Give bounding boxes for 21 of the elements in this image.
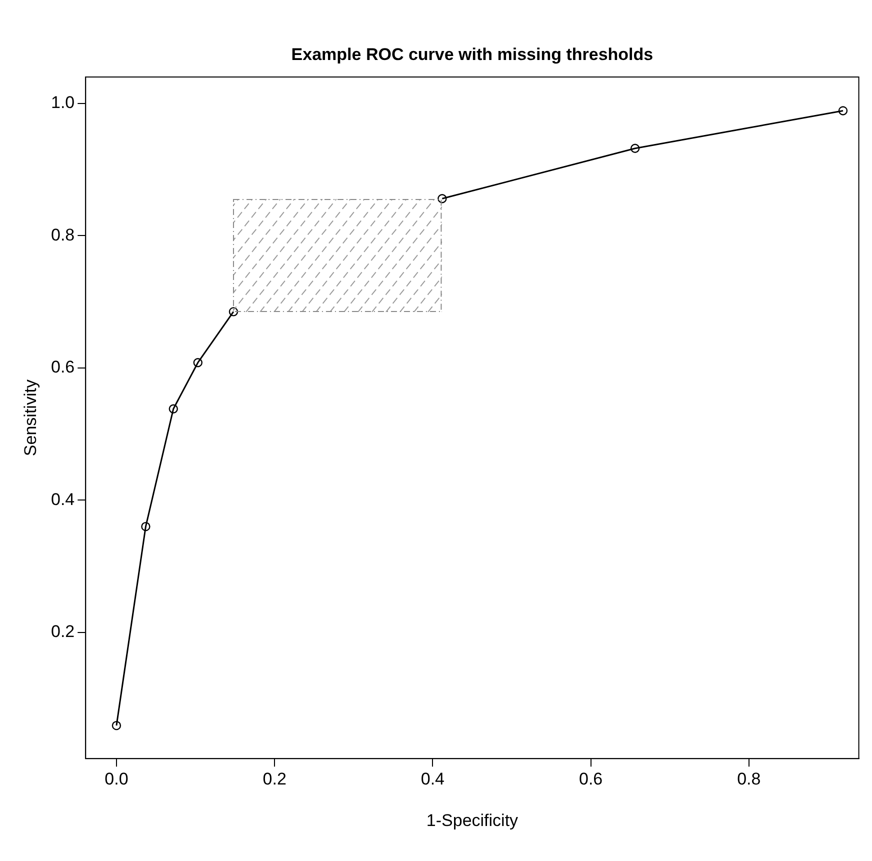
x-tick-label: 0.8 [737, 769, 761, 788]
point [112, 720, 122, 730]
point [168, 404, 178, 414]
x-tick-label: 0.2 [262, 769, 286, 788]
y-tick-label: 0.6 [50, 358, 75, 377]
y-axis-title: Sensitivity [21, 379, 40, 456]
point [228, 307, 238, 316]
x-tick-label: 0.4 [420, 769, 445, 788]
x-tick-label: 0.0 [104, 769, 128, 788]
y-tick-label: 1.0 [50, 93, 75, 112]
y-tick-label: 0.4 [50, 490, 75, 509]
y-tick-label: 0.2 [50, 622, 75, 642]
point [630, 144, 640, 153]
x-axis-title: 1-Specificity [426, 811, 519, 830]
x-tick-label: 0.6 [578, 769, 603, 788]
point [838, 106, 848, 116]
point [438, 194, 447, 204]
point [193, 358, 202, 368]
y-tick-label: 0.8 [50, 225, 75, 244]
chart-title: Example ROC curve with missing thresholds [291, 45, 654, 64]
point [141, 522, 150, 532]
